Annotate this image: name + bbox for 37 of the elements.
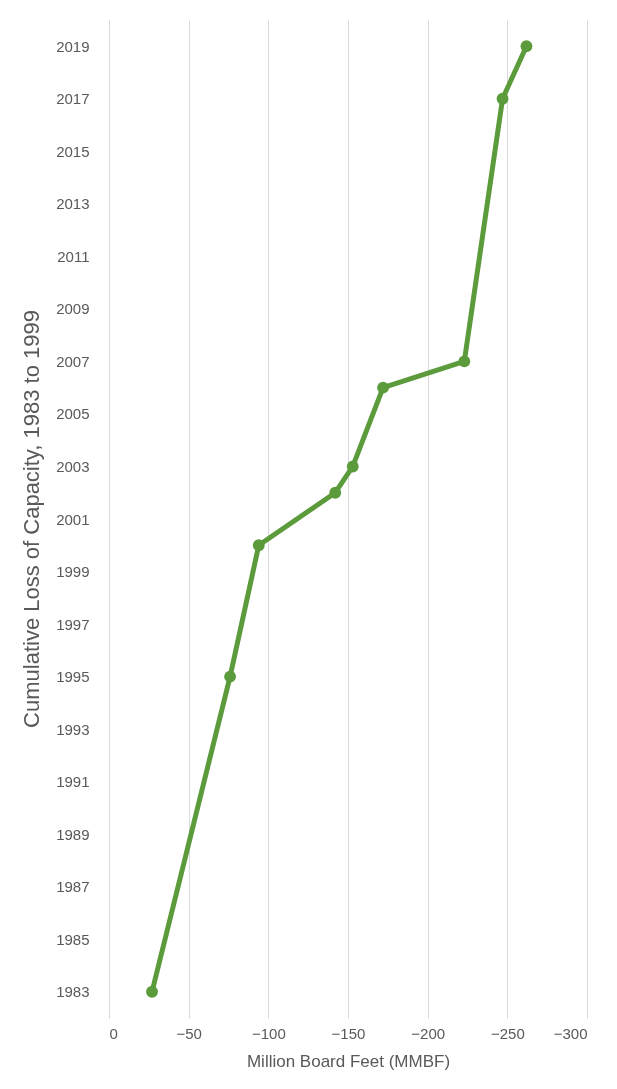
x-tick-label: −100 [251, 1024, 286, 1042]
point [496, 92, 509, 105]
point [146, 985, 158, 998]
y-tick-label: 2005 [56, 405, 90, 423]
x-tick-label: −50 [176, 1024, 202, 1042]
y-tick-label: 2011 [57, 247, 90, 265]
text: Cumulative Loss of Capacity, 1983 to 1999 [18, 310, 44, 728]
y-tick-label: 1983 [56, 983, 90, 1001]
x-axis-title: Million Board Feet (MMBF) [246, 1051, 451, 1071]
y-tick-label: 2009 [56, 300, 90, 318]
point [346, 460, 359, 473]
y-tick-label: 1989 [56, 825, 90, 843]
point [458, 355, 471, 368]
y-tick-label: 1997 [56, 615, 90, 633]
y-tick-label: 2015 [56, 142, 90, 160]
y-tick-label: 1995 [56, 668, 90, 686]
y-tick-label: 2013 [56, 195, 90, 213]
y-tick-label: 2003 [56, 457, 90, 475]
y-tick-label: 2017 [56, 90, 90, 108]
y-tick-label: 2019 [56, 37, 90, 55]
y-tick-label: 1985 [56, 930, 90, 948]
x-tick-label: −150 [331, 1024, 366, 1042]
y-tick-label: 2007 [56, 352, 90, 370]
y-tick-label: 1999 [56, 563, 90, 581]
point [252, 539, 265, 552]
y-tick-label: 1993 [56, 720, 90, 738]
x-tick-label: −200 [411, 1024, 446, 1042]
y-tick-label: 1987 [56, 878, 90, 896]
point [329, 486, 342, 499]
point [520, 40, 533, 53]
x-tick-label: −300 [553, 1024, 588, 1042]
y-tick-label: 1991 [56, 773, 90, 791]
x-tick-label: −250 [490, 1024, 525, 1042]
x-tick-label: 0 [109, 1024, 118, 1042]
point [224, 670, 237, 683]
y-tick-label: 2001 [56, 510, 90, 528]
point [377, 381, 389, 394]
